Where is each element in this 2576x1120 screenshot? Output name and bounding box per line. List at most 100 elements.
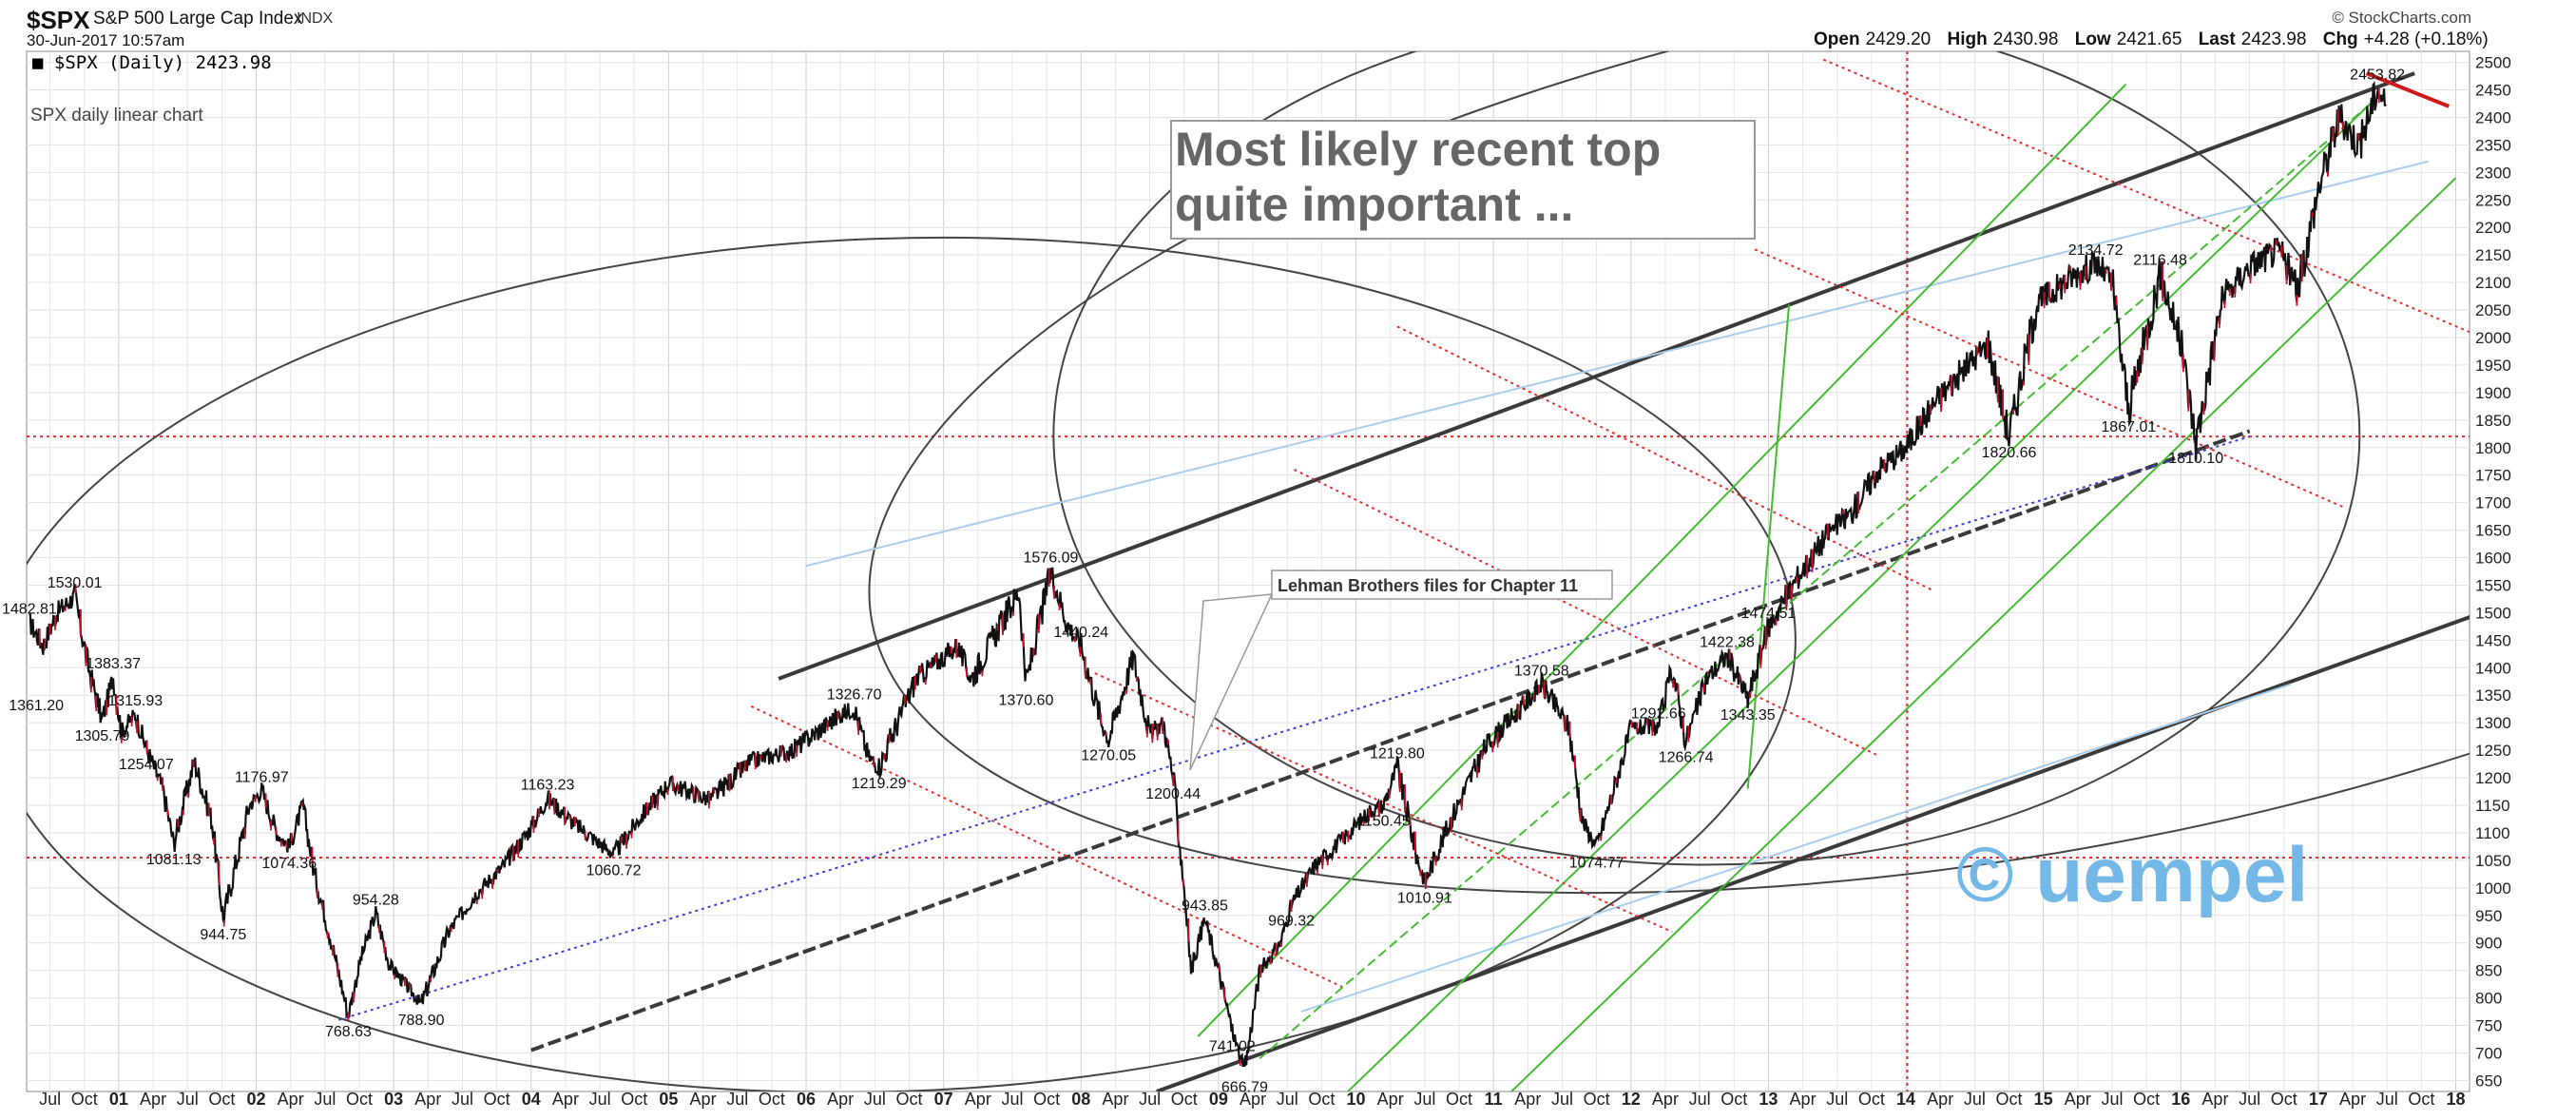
trend-line xyxy=(1259,94,2381,1060)
lehman-callout: Lehman Brothers files for Chapter 11 xyxy=(1189,570,1613,771)
chart-header: $SPX S&P 500 Large Cap Index INDX 30-Jun… xyxy=(0,0,2576,55)
y-tick-label: 2250 xyxy=(2475,191,2511,209)
trend-line xyxy=(805,160,2429,568)
x-tick-label: Oct xyxy=(208,1090,235,1109)
price-label: 1422.38 xyxy=(1700,634,1755,650)
price-label: 2134.72 xyxy=(2068,242,2124,259)
price-layer xyxy=(29,81,2387,1068)
x-tick-label: Apr xyxy=(140,1090,166,1109)
high-label: High xyxy=(1947,29,1988,49)
x-tick-label: Oct xyxy=(1446,1090,1472,1109)
price-label: 1219.29 xyxy=(852,776,907,792)
x-tick-label: 01 xyxy=(109,1090,128,1109)
x-tick-label: Jul xyxy=(589,1090,611,1109)
price-label: 1270.05 xyxy=(1081,748,1136,764)
trend-line xyxy=(750,705,1343,988)
price-label: 1474.51 xyxy=(1740,606,1796,622)
x-tick-label: Jul xyxy=(2376,1090,2398,1109)
price-label: 1254.07 xyxy=(119,757,174,773)
y-tick-label: 2050 xyxy=(2475,301,2511,319)
x-tick-label: Jul xyxy=(1413,1090,1435,1109)
y-tick-label: 2300 xyxy=(2475,164,2511,182)
callout-text: Most likely recent top quite important .… xyxy=(1175,123,1662,231)
y-tick-label: 900 xyxy=(2475,935,2502,953)
x-tick-label: 11 xyxy=(1485,1090,1503,1109)
x-tick-label: Jul xyxy=(177,1090,199,1109)
y-tick-label: 1000 xyxy=(2475,879,2511,898)
y-tick-label: 2350 xyxy=(2475,136,2511,154)
exchange-label: INDX xyxy=(297,10,334,27)
y-tick-label: 1150 xyxy=(2475,797,2510,815)
price-label: 944.75 xyxy=(200,927,246,943)
x-tick-label: Jul xyxy=(1826,1090,1848,1109)
trend-line xyxy=(2365,71,2451,108)
y-tick-label: 2000 xyxy=(2475,329,2511,347)
price-label: 788.90 xyxy=(398,1013,445,1029)
last-label: Last xyxy=(2198,29,2236,49)
x-tick-label: 13 xyxy=(1759,1090,1778,1109)
price-label: 1081.13 xyxy=(146,852,202,868)
price-label: 1867.01 xyxy=(2101,419,2156,435)
y-tick-label: 1750 xyxy=(2475,467,2511,485)
x-tick-label: Apr xyxy=(1377,1090,1404,1109)
price-label: 1219.80 xyxy=(1370,746,1425,763)
y-tick-label: 1200 xyxy=(2475,769,2511,787)
y-tick-label: 1950 xyxy=(2475,357,2511,375)
x-tick-label: 16 xyxy=(2171,1090,2190,1109)
chg-label: Chg xyxy=(2322,29,2358,49)
x-tick-label: Oct xyxy=(759,1090,785,1109)
y-tick-label: 1400 xyxy=(2475,659,2511,677)
price-label: 1074.36 xyxy=(261,856,317,872)
price-label: 1370.58 xyxy=(1514,663,1569,679)
x-tick-label: Jul xyxy=(452,1090,473,1109)
x-tick-label: Jul xyxy=(726,1090,748,1109)
x-tick-label: Apr xyxy=(414,1090,441,1109)
y-tick-label: 1250 xyxy=(2475,742,2511,760)
trend-line xyxy=(1294,469,1879,757)
price-label: 2453.82 xyxy=(2350,67,2405,83)
price-label: 741.02 xyxy=(1209,1039,1256,1055)
price-label: 666.79 xyxy=(1221,1080,1268,1096)
y-tick-label: 700 xyxy=(2475,1044,2502,1062)
y-tick-label: 650 xyxy=(2475,1072,2502,1090)
y-tick-label: 2100 xyxy=(2475,274,2511,292)
x-tick-label: Apr xyxy=(2339,1090,2366,1109)
y-tick-label: 1700 xyxy=(2475,494,2511,512)
x-tick-label: Oct xyxy=(1308,1090,1335,1109)
trend-line xyxy=(530,429,2251,1052)
open-value: 2429.20 xyxy=(1865,29,1932,49)
x-tick-label: 18 xyxy=(2447,1090,2466,1109)
y-tick-label: 1850 xyxy=(2475,412,2511,430)
timestamp: 30-Jun-2017 10:57am xyxy=(27,31,185,49)
trend-line xyxy=(1094,672,1673,934)
price-label: 1176.97 xyxy=(235,769,289,785)
x-tick-label: Oct xyxy=(621,1090,647,1109)
y-tick-label: 800 xyxy=(2475,990,2502,1008)
x-tick-label: Oct xyxy=(1858,1090,1885,1109)
low-label: Low xyxy=(2074,29,2111,49)
price-label: 1010.91 xyxy=(1397,891,1452,907)
x-tick-label: Apr xyxy=(1652,1090,1679,1109)
price-label: 1482.81 xyxy=(2,601,57,617)
x-tick-label: 05 xyxy=(659,1090,678,1109)
x-tick-label: Jul xyxy=(1964,1090,1986,1109)
price-label: 943.85 xyxy=(1182,898,1228,914)
footer-strip xyxy=(0,1110,2576,1120)
trend-line xyxy=(338,435,2250,1021)
x-tick-label: Oct xyxy=(1995,1090,2022,1109)
x-tick-label: Oct xyxy=(484,1090,510,1109)
x-tick-label: Apr xyxy=(1240,1090,1266,1109)
x-tick-label: Apr xyxy=(1102,1090,1128,1109)
x-tick-label: Jul xyxy=(1139,1090,1161,1109)
trend-line xyxy=(1300,683,2292,1014)
lehman-callout-text: Lehman Brothers files for Chapter 11 xyxy=(1278,576,1578,595)
x-tick-label: Apr xyxy=(965,1090,991,1109)
x-tick-label: 07 xyxy=(934,1090,953,1109)
x-tick-label: Apr xyxy=(1790,1090,1817,1109)
price-label: 1576.09 xyxy=(1024,550,1079,566)
x-tick-label: Oct xyxy=(71,1090,98,1109)
y-tick-label: 850 xyxy=(2475,962,2502,980)
source-credit: © StockCharts.com xyxy=(2332,9,2471,27)
watermark: © uempel xyxy=(1956,832,2308,918)
price-label: 1292.66 xyxy=(1631,705,1686,722)
